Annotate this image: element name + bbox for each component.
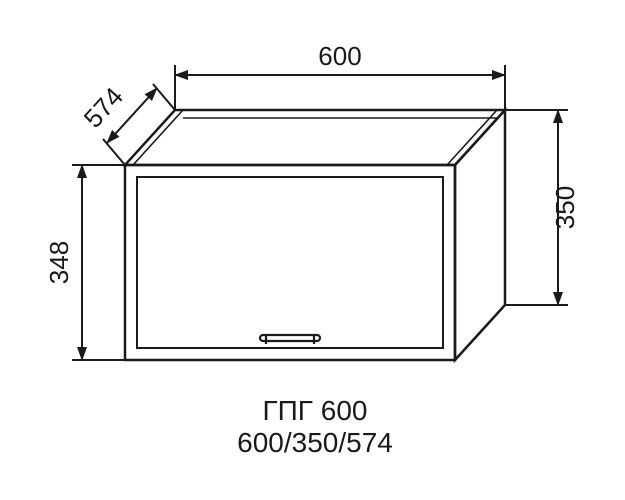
dimension-value: 348 [44,241,74,284]
dimension-value: 350 [550,186,580,229]
cabinet-technical-drawing: 600 574 348 350 ГПГ 600 600/350/574 [0,0,625,500]
dimension-value: 574 [78,81,129,133]
dimension-value: 600 [318,41,361,71]
model-dimensions-label: 600/350/574 [237,427,393,458]
model-name-label: ГПГ 600 [263,395,368,426]
cabinet-body [125,110,505,360]
